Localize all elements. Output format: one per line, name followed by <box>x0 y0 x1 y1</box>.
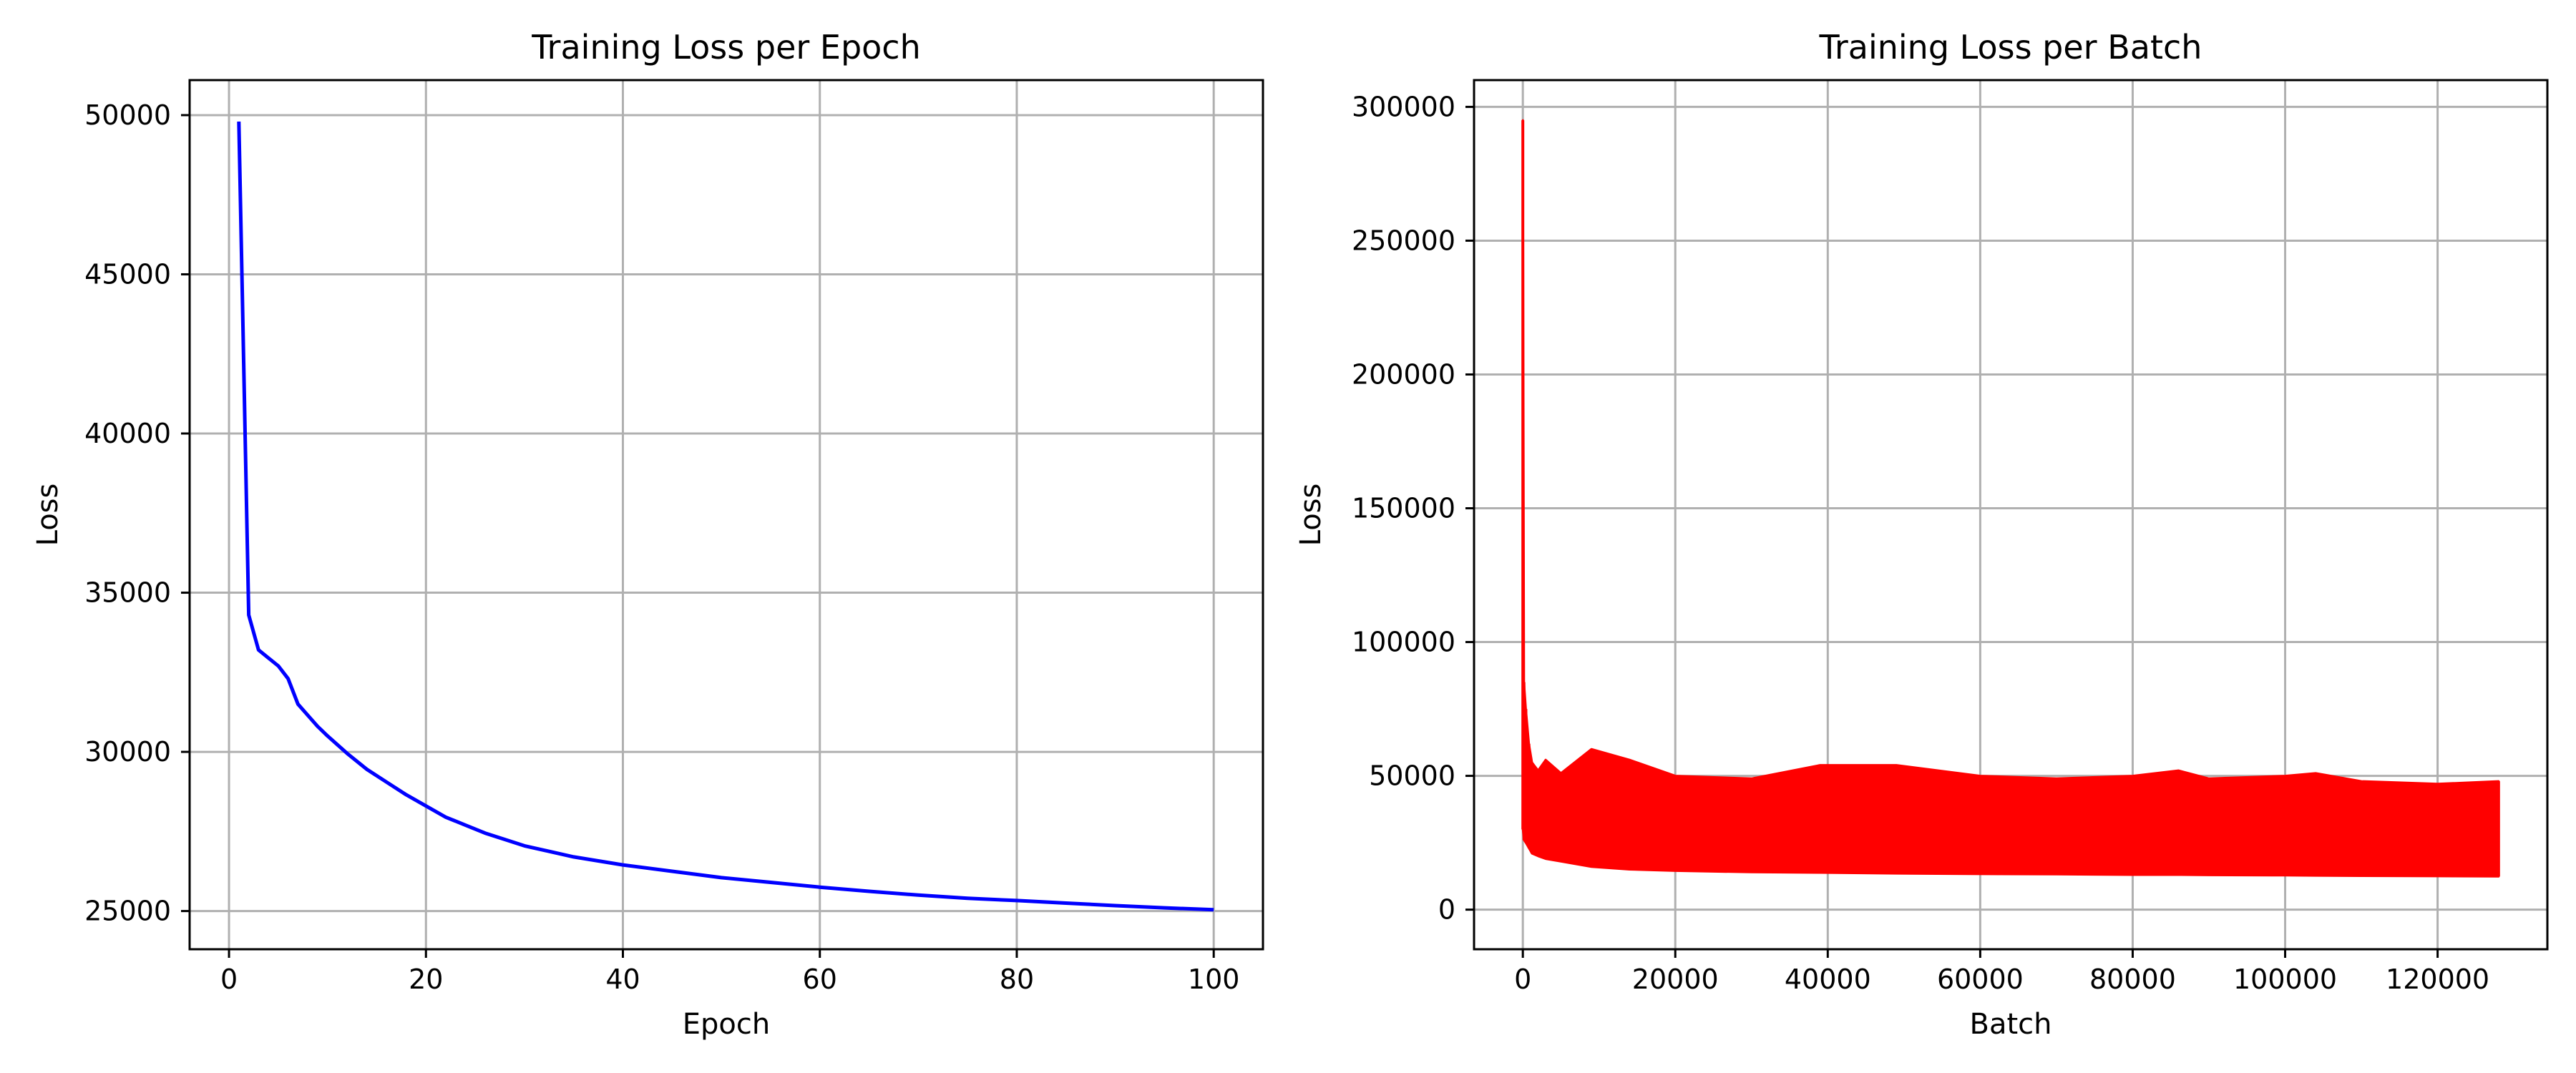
batch-y-tick-label: 200000 <box>1352 358 1455 390</box>
epoch-y-tick-label: 40000 <box>84 418 171 449</box>
batch-loss-band <box>1521 119 2500 878</box>
epoch-axes-frame <box>188 79 1264 951</box>
epoch-loss-line <box>237 121 1214 912</box>
epoch-x-tick-label: 20 <box>409 964 443 995</box>
epoch-x-tick-label: 100 <box>1188 964 1240 995</box>
batch-x-tick-label: 120000 <box>2386 964 2489 995</box>
epoch-x-tick-label: 0 <box>220 964 238 995</box>
batch-y-axis-label: Loss <box>1294 484 1327 547</box>
epoch-y-tick-label: 30000 <box>84 736 171 768</box>
batch-x-tick-label: 60000 <box>1937 964 2024 995</box>
batch-y-tick-label: 250000 <box>1352 225 1455 256</box>
batch-y-tick-label: 100000 <box>1352 627 1455 658</box>
epoch-y-tick-label: 50000 <box>84 99 171 131</box>
epoch-x-tick-label: 60 <box>803 964 837 995</box>
batch-x-tick-label: 0 <box>1514 964 1531 995</box>
batch-y-tick-label: 300000 <box>1352 91 1455 122</box>
epoch-x-tick-label: 40 <box>605 964 640 995</box>
epoch-y-tick-label: 25000 <box>84 896 171 927</box>
batch-y-tick-label: 150000 <box>1352 493 1455 524</box>
batch-y-tick-label: 0 <box>1438 894 1455 926</box>
batch-x-tick-label: 100000 <box>2233 964 2337 995</box>
epoch-chart-title: Training Loss per Epoch <box>531 28 921 67</box>
batch-chart-title: Training Loss per Batch <box>1819 28 2202 67</box>
batch-loss-chart: 0 20000 40000 60000 80000 100000 120000 0 50000 1… <box>1294 28 2549 1041</box>
batch-x-axis-label: Batch <box>1970 1008 2052 1041</box>
epoch-loss-chart: 0 20 40 60 80 100 25000 30000 35000 40000 45000 500… <box>31 28 1264 1041</box>
batch-x-tick-label: 80000 <box>2089 964 2176 995</box>
batch-x-tick-label: 40000 <box>1785 964 1871 995</box>
batch-axes-frame <box>1473 79 2549 951</box>
epoch-y-tick-label: 45000 <box>84 258 171 290</box>
epoch-y-tick-label: 35000 <box>84 577 171 609</box>
epoch-x-tick-label: 80 <box>1000 964 1034 995</box>
batch-y-tick-label: 50000 <box>1369 760 1455 792</box>
batch-x-tick-label: 20000 <box>1632 964 1719 995</box>
epoch-y-axis-label: Loss <box>31 484 64 547</box>
epoch-x-axis-label: Epoch <box>683 1008 770 1041</box>
